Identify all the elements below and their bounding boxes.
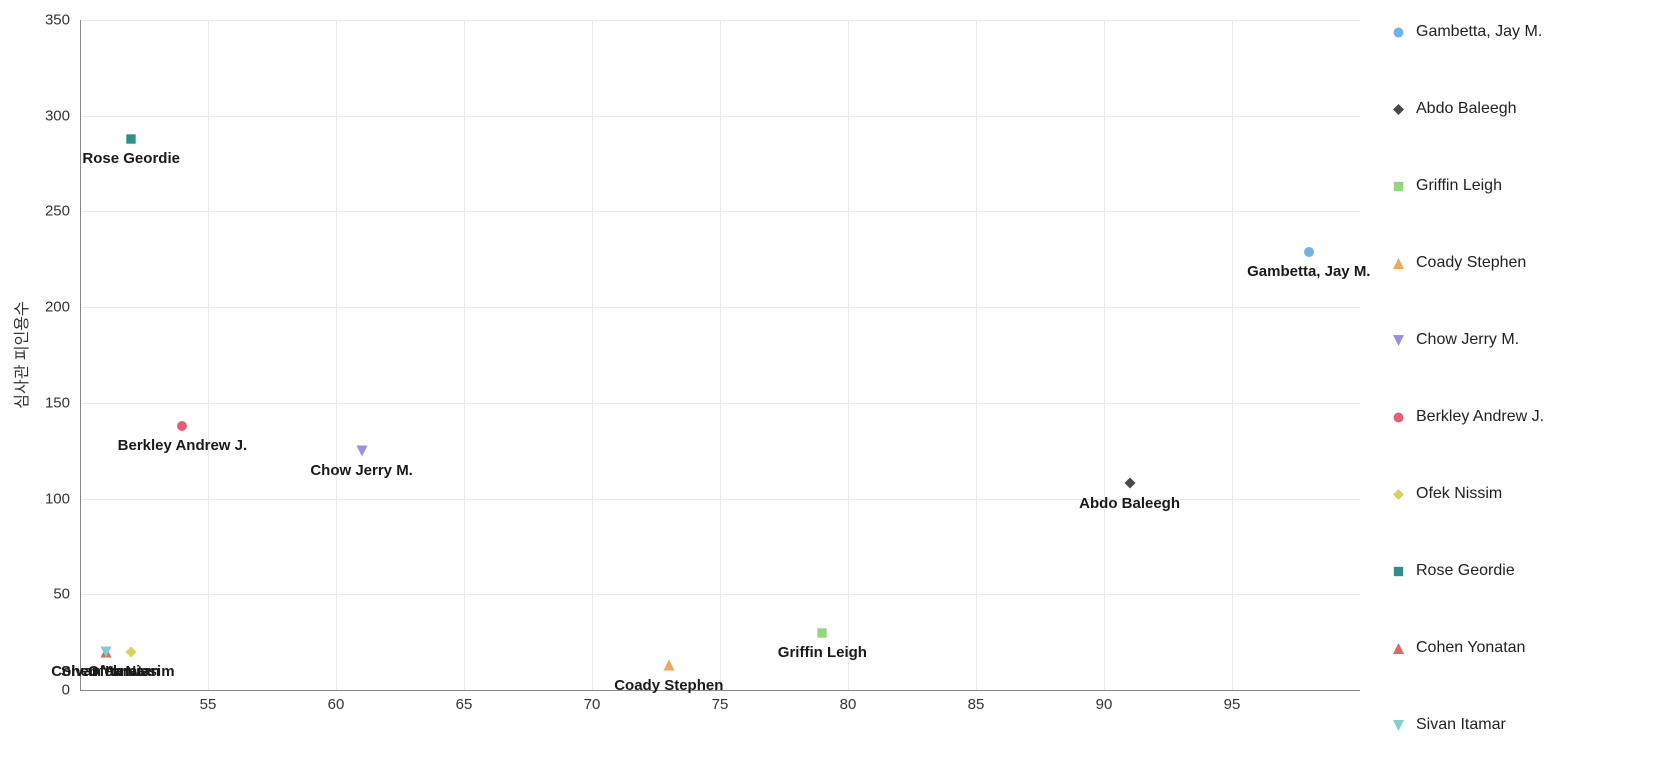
x-tick-label: 95 xyxy=(1224,696,1241,713)
gridline-vertical xyxy=(208,20,209,690)
legend-label: Griffin Leigh xyxy=(1416,177,1502,195)
legend-item[interactable]: Ofek Nissim xyxy=(1390,484,1544,504)
triangle-up-icon xyxy=(1390,255,1406,271)
legend-item[interactable]: Gambetta, Jay M. xyxy=(1390,22,1544,42)
legend-item[interactable]: Rose Geordie xyxy=(1390,561,1544,581)
x-tick-label: 90 xyxy=(1096,696,1113,713)
data-point[interactable] xyxy=(663,660,674,671)
legend-label: Coady Stephen xyxy=(1416,254,1526,272)
triangle-down-icon xyxy=(1390,332,1406,348)
data-point[interactable] xyxy=(126,646,137,657)
plot-area: 050100150200250300350556065707580859095G… xyxy=(80,20,1360,690)
scatter-chart: 0 50 100 150 200 250 300 350 55 60 65 70 75 80 85 90 95 G… xyxy=(0,0,1667,762)
x-tick-label: 60 xyxy=(328,696,345,713)
legend-label: Chow Jerry M. xyxy=(1416,331,1519,349)
y-tick-label: 250 xyxy=(45,203,80,220)
circle-icon xyxy=(1390,409,1406,425)
legend-label: Berkley Andrew J. xyxy=(1416,408,1544,426)
y-tick-label: 350 xyxy=(45,12,80,29)
legend: Gambetta, Jay M. Abdo Baleegh Griffin Leig… xyxy=(1390,22,1544,735)
legend-label: Ofek Nissim xyxy=(1416,485,1502,503)
data-point[interactable] xyxy=(356,445,367,456)
gridline-vertical xyxy=(592,20,593,690)
x-tick-label: 70 xyxy=(584,696,601,713)
data-point-label: Chow Jerry M. xyxy=(310,462,413,479)
square-icon xyxy=(1390,178,1406,194)
data-point[interactable] xyxy=(126,133,137,144)
y-axis-line xyxy=(80,20,81,690)
legend-label: Gambetta, Jay M. xyxy=(1416,23,1542,41)
circle-icon xyxy=(1390,24,1406,40)
gridline-vertical xyxy=(720,20,721,690)
x-tick-label: 75 xyxy=(712,696,729,713)
triangle-down-icon xyxy=(1390,717,1406,733)
legend-item[interactable]: Chow Jerry M. xyxy=(1390,330,1544,350)
x-tick-label: 80 xyxy=(840,696,857,713)
data-point-label: Rose Geordie xyxy=(82,150,180,167)
data-point[interactable] xyxy=(1303,246,1314,257)
data-point-label: Coady Stephen xyxy=(614,677,723,694)
gridline-vertical xyxy=(336,20,337,690)
legend-label: Cohen Yonatan xyxy=(1416,639,1525,657)
legend-item[interactable]: Cohen Yonatan xyxy=(1390,638,1544,658)
gridline-vertical xyxy=(1232,20,1233,690)
y-tick-label: 150 xyxy=(45,394,80,411)
y-tick-label: 300 xyxy=(45,107,80,124)
data-point[interactable] xyxy=(1124,478,1135,489)
y-axis-title: 심사관 피인용수 xyxy=(8,301,32,409)
legend-label: Abdo Baleegh xyxy=(1416,100,1517,118)
diamond-icon xyxy=(1390,101,1406,117)
gridline-vertical xyxy=(976,20,977,690)
legend-item[interactable]: Berkley Andrew J. xyxy=(1390,407,1544,427)
square-icon xyxy=(1390,563,1406,579)
gridline-vertical xyxy=(848,20,849,690)
y-tick-label: 0 xyxy=(62,682,80,699)
legend-item[interactable]: Abdo Baleegh xyxy=(1390,99,1544,119)
data-point-label: Berkley Andrew J. xyxy=(118,437,248,454)
data-point-label: Sivan Itamar xyxy=(61,663,150,680)
y-tick-label: 50 xyxy=(53,586,80,603)
data-point-label: Griffin Leigh xyxy=(778,644,867,661)
y-tick-label: 100 xyxy=(45,490,80,507)
data-point-label: Abdo Baleegh xyxy=(1079,495,1180,512)
gridline-vertical xyxy=(464,20,465,690)
data-point-label: Gambetta, Jay M. xyxy=(1247,263,1370,280)
x-tick-label: 65 xyxy=(456,696,473,713)
legend-item[interactable]: Sivan Itamar xyxy=(1390,715,1544,735)
legend-label: Sivan Itamar xyxy=(1416,716,1506,734)
diamond-icon xyxy=(1390,486,1406,502)
x-tick-label: 55 xyxy=(200,696,217,713)
triangle-up-icon xyxy=(1390,640,1406,656)
legend-item[interactable]: Coady Stephen xyxy=(1390,253,1544,273)
data-point[interactable] xyxy=(100,646,111,657)
gridline-vertical xyxy=(1104,20,1105,690)
data-point[interactable] xyxy=(817,627,828,638)
legend-item[interactable]: Griffin Leigh xyxy=(1390,176,1544,196)
x-tick-label: 85 xyxy=(968,696,985,713)
legend-label: Rose Geordie xyxy=(1416,562,1515,580)
data-point[interactable] xyxy=(177,420,188,431)
y-tick-label: 200 xyxy=(45,299,80,316)
